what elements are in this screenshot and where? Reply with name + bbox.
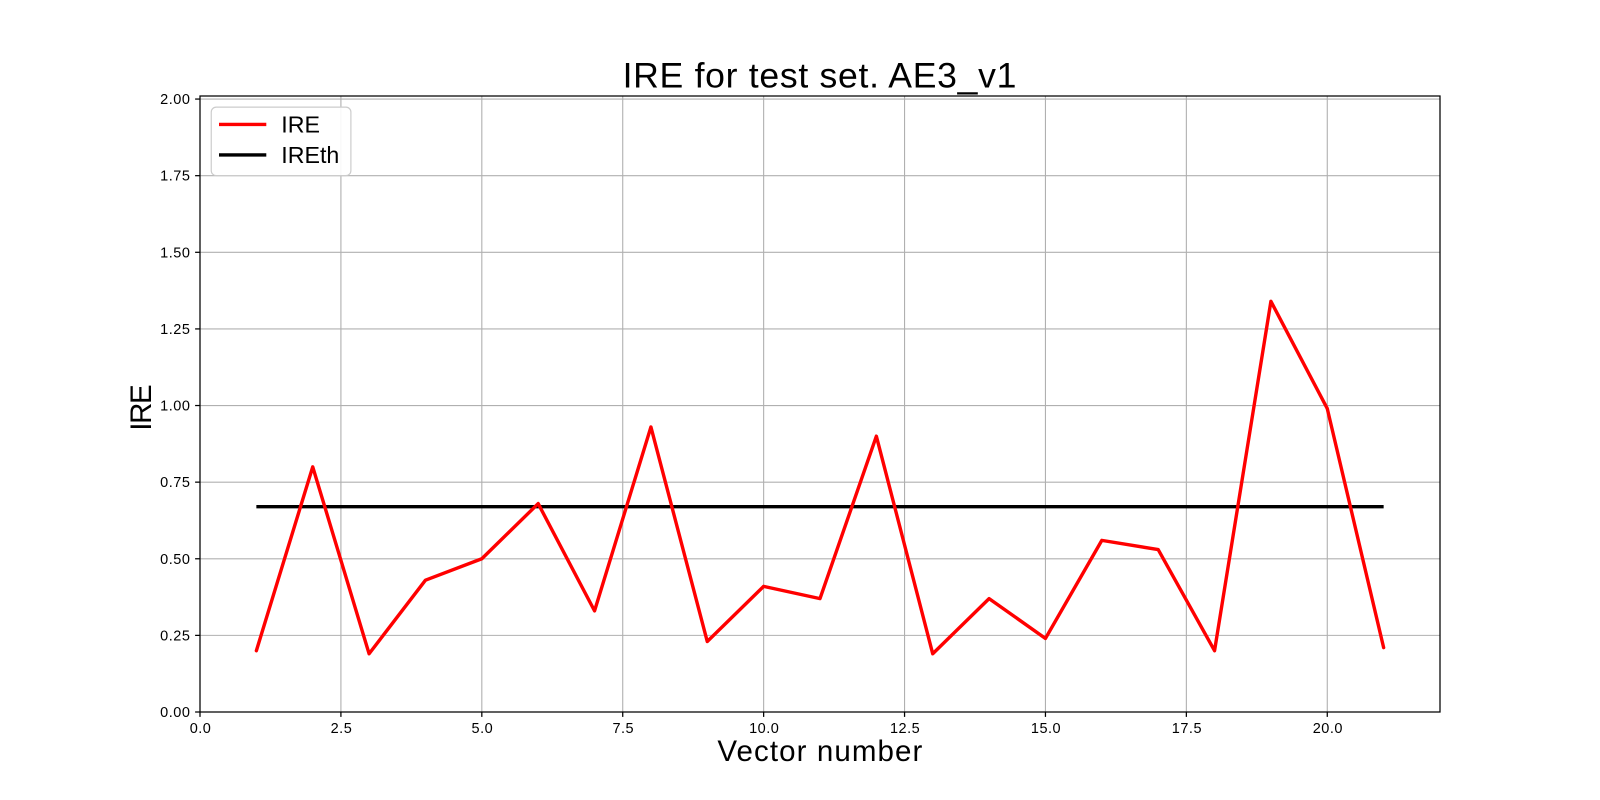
svg-text:15.0: 15.0: [1031, 721, 1061, 737]
svg-text:1.75: 1.75: [160, 169, 190, 185]
svg-text:0.75: 0.75: [160, 475, 190, 491]
svg-text:1.25: 1.25: [160, 322, 190, 338]
svg-text:17.5: 17.5: [1172, 721, 1202, 737]
svg-text:7.5: 7.5: [612, 721, 634, 737]
svg-text:IRE: IRE: [281, 112, 320, 138]
svg-text:2.00: 2.00: [160, 92, 190, 108]
svg-text:5.0: 5.0: [472, 721, 494, 737]
svg-text:IREth: IREth: [281, 142, 339, 168]
svg-text:1.50: 1.50: [160, 245, 190, 261]
svg-text:0.00: 0.00: [160, 705, 190, 721]
svg-text:2.5: 2.5: [331, 721, 353, 737]
svg-text:1.00: 1.00: [160, 399, 190, 415]
svg-text:12.5: 12.5: [890, 721, 920, 737]
svg-text:0.25: 0.25: [160, 628, 190, 644]
svg-text:Vector number: Vector number: [717, 735, 923, 768]
svg-text:10.0: 10.0: [749, 721, 779, 737]
svg-text:IRE for test set. AE3_v1: IRE for test set. AE3_v1: [623, 56, 1018, 96]
svg-text:20.0: 20.0: [1313, 721, 1343, 737]
svg-text:0.0: 0.0: [190, 721, 212, 737]
svg-text:0.50: 0.50: [160, 552, 190, 568]
svg-text:IRE: IRE: [125, 385, 158, 431]
